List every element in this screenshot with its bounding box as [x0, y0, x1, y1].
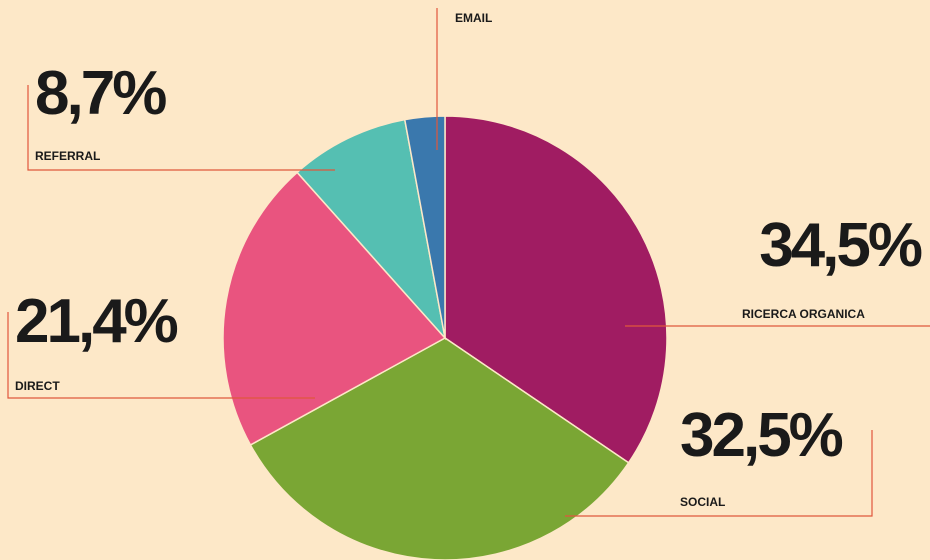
pie: [222, 115, 668, 560]
labels: 34,5% RICERCA ORGANICA 32,5% SOCIAL 21,4% DIR…: [7, 8, 930, 517]
value-label: 34,5%: [759, 211, 922, 280]
value-label: 8,7%: [35, 59, 166, 128]
leader-line: [27, 85, 335, 171]
category-label: DIRECT: [15, 379, 60, 393]
value-label: 21,4%: [15, 287, 178, 356]
pie-slice: [403, 115, 446, 339]
category-label: SOCIAL: [680, 495, 725, 509]
category-label: REFERRAL: [35, 149, 100, 163]
leader-line: [7, 312, 315, 399]
leader-line: [565, 430, 873, 517]
category-label: EMAIL: [455, 11, 492, 25]
value-label: 32,5%: [680, 401, 843, 470]
pie-slice: [222, 171, 447, 446]
category-label: RICERCA ORGANICA: [742, 307, 865, 321]
pie-slice: [444, 115, 668, 464]
